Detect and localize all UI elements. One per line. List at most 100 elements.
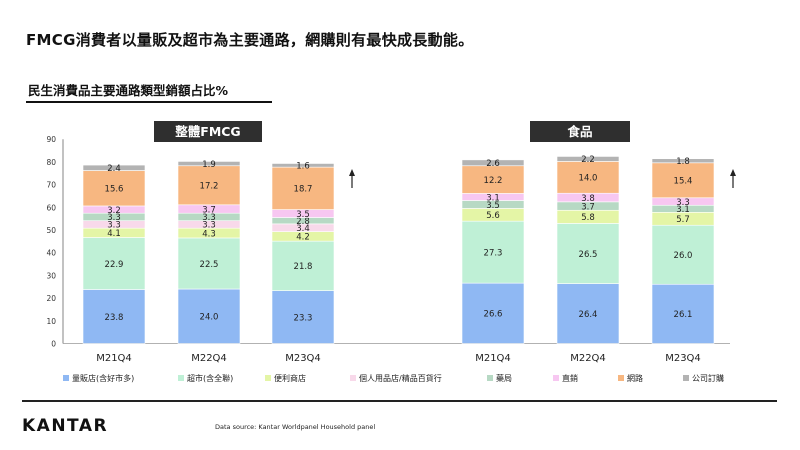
legend-swatch bbox=[553, 375, 559, 381]
legend-swatch bbox=[618, 375, 624, 381]
legend-swatch bbox=[683, 375, 689, 381]
bar-segment bbox=[556, 283, 620, 344]
bar-segment bbox=[461, 165, 525, 194]
panel-title: 食品 bbox=[566, 124, 592, 139]
bar-segment bbox=[177, 165, 241, 206]
trend-arrow-up-icon bbox=[730, 169, 736, 176]
bar-segment bbox=[82, 237, 146, 290]
bar-segment bbox=[271, 290, 335, 344]
data-label: 2.2 bbox=[581, 155, 595, 165]
data-label: 3.8 bbox=[581, 194, 595, 204]
x-tick-label: M21Q4 bbox=[96, 353, 132, 364]
bar-segment bbox=[82, 170, 146, 207]
bar-segment bbox=[177, 161, 241, 167]
bar-segment bbox=[556, 156, 620, 162]
x-tick-label: M21Q4 bbox=[475, 353, 511, 364]
panel-title: 整體FMCG bbox=[175, 124, 240, 139]
y-tick-label: 70 bbox=[46, 181, 56, 190]
data-label: 22.9 bbox=[105, 260, 124, 270]
data-label: 4.3 bbox=[202, 229, 216, 239]
legend-label: 網路 bbox=[627, 373, 643, 383]
kantar-logo: KANTAR bbox=[22, 416, 109, 436]
data-label: 23.8 bbox=[105, 313, 124, 323]
legend-label: 便利商店 bbox=[274, 373, 306, 383]
bar-segment bbox=[651, 158, 715, 164]
data-label: 3.1 bbox=[676, 205, 690, 215]
data-label: 3.3 bbox=[107, 213, 121, 223]
trend-arrow-up-icon bbox=[349, 169, 355, 176]
bar-segment bbox=[271, 166, 335, 210]
data-label: 4.2 bbox=[296, 233, 310, 243]
data-label: 1.9 bbox=[202, 160, 216, 170]
legend-label: 直銷 bbox=[562, 373, 578, 383]
data-label: 3.5 bbox=[486, 201, 500, 211]
legend-label: 個人用品店/精品百貨行 bbox=[359, 373, 442, 383]
data-label: 3.1 bbox=[486, 193, 500, 203]
bar-segment bbox=[556, 223, 620, 284]
legend-swatch bbox=[178, 375, 184, 381]
data-label: 26.0 bbox=[674, 251, 693, 261]
panel-header-box bbox=[154, 121, 262, 142]
y-tick-label: 30 bbox=[46, 271, 56, 280]
data-label: 3.7 bbox=[581, 202, 595, 212]
x-tick-label: M22Q4 bbox=[191, 353, 227, 364]
legend-swatch bbox=[265, 375, 271, 381]
stacked-bar-chart: 0102030405060708090整體FMCG23.822.94.13.33… bbox=[46, 121, 736, 383]
data-label: 22.5 bbox=[200, 260, 219, 270]
legend-label: 藥局 bbox=[496, 373, 512, 383]
data-label: 26.4 bbox=[579, 310, 598, 320]
data-label: 3.7 bbox=[202, 205, 216, 215]
data-label: 1.8 bbox=[676, 157, 690, 167]
data-label: 3.2 bbox=[107, 206, 121, 216]
chart-subtitle: 民生消費品主要通路類型銷額占比% bbox=[28, 83, 229, 98]
headline: FMCG消費者以量販及超市為主要通路，網購則有最快成長動能。 bbox=[26, 31, 474, 49]
bar-segment bbox=[556, 161, 620, 194]
data-label: 15.6 bbox=[105, 185, 124, 195]
data-label: 3.3 bbox=[202, 213, 216, 223]
panel-header-box bbox=[530, 121, 630, 142]
footer-divider bbox=[22, 400, 777, 402]
data-label: 2.6 bbox=[486, 159, 500, 169]
data-label: 15.4 bbox=[674, 177, 693, 187]
data-source-note: Data source: Kantar Worldpanel Household… bbox=[215, 423, 376, 431]
bar-segment bbox=[271, 163, 335, 168]
data-label: 3.3 bbox=[676, 198, 690, 208]
y-tick-label: 60 bbox=[46, 203, 56, 212]
bar-segment bbox=[461, 220, 525, 284]
y-tick-label: 20 bbox=[46, 294, 56, 303]
data-label: 5.6 bbox=[486, 211, 500, 221]
data-label: 5.7 bbox=[676, 215, 690, 225]
data-label: 3.5 bbox=[296, 210, 310, 220]
data-label: 27.3 bbox=[484, 248, 503, 258]
data-label: 4.1 bbox=[107, 229, 121, 239]
y-tick-label: 0 bbox=[51, 340, 56, 349]
data-label: 3.4 bbox=[296, 224, 310, 234]
y-tick-label: 50 bbox=[46, 226, 56, 235]
data-label: 18.7 bbox=[294, 185, 313, 195]
data-label: 2.4 bbox=[107, 164, 121, 174]
bar-segment bbox=[651, 224, 715, 285]
subtitle-underline bbox=[26, 101, 272, 103]
bar-segment bbox=[461, 282, 525, 344]
legend-label: 公司訂購 bbox=[692, 373, 724, 383]
data-label: 24.0 bbox=[200, 313, 219, 323]
data-label: 12.2 bbox=[484, 176, 503, 186]
data-label: 5.8 bbox=[581, 213, 595, 223]
data-label: 23.3 bbox=[294, 313, 313, 323]
bar-segment bbox=[271, 240, 335, 291]
legend-swatch bbox=[487, 375, 493, 381]
data-label: 26.1 bbox=[674, 310, 693, 320]
y-tick-label: 80 bbox=[46, 158, 56, 167]
bar-segment bbox=[461, 159, 525, 167]
x-tick-label: M23Q4 bbox=[665, 353, 701, 364]
data-label: 17.2 bbox=[200, 182, 219, 192]
legend-swatch bbox=[63, 375, 69, 381]
y-tick-label: 40 bbox=[46, 249, 56, 258]
data-label: 26.5 bbox=[579, 250, 598, 260]
data-label: 2.8 bbox=[296, 217, 310, 227]
data-label: 26.6 bbox=[484, 310, 503, 320]
data-label: 3.3 bbox=[202, 221, 216, 231]
data-label: 1.6 bbox=[296, 162, 310, 172]
bar-segment bbox=[651, 283, 715, 344]
x-tick-label: M23Q4 bbox=[285, 353, 321, 364]
